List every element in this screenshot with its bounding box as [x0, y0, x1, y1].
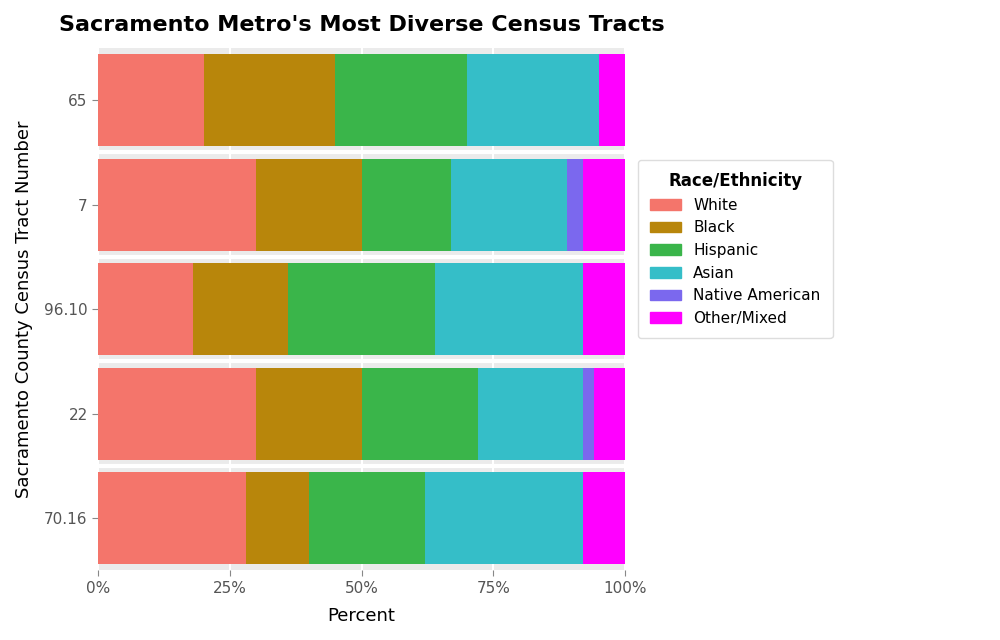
Bar	[583, 472, 625, 564]
Bar	[583, 263, 625, 355]
Bar	[594, 367, 625, 460]
Bar	[451, 159, 567, 250]
Bar	[478, 367, 583, 460]
Bar	[98, 472, 246, 564]
Bar	[467, 54, 599, 146]
Title: Sacramento Metro's Most Diverse Census Tracts: Sacramento Metro's Most Diverse Census T…	[59, 15, 664, 35]
Bar	[288, 263, 435, 355]
Bar	[567, 159, 583, 250]
Bar	[98, 159, 256, 250]
Y-axis label: Sacramento County Census Tract Number: Sacramento County Census Tract Number	[15, 120, 33, 498]
Bar	[362, 367, 478, 460]
Bar	[335, 54, 467, 146]
Bar	[98, 263, 193, 355]
Bar	[362, 159, 451, 250]
Bar	[256, 367, 362, 460]
Bar	[256, 159, 362, 250]
Bar	[98, 367, 256, 460]
Bar	[599, 54, 625, 146]
Bar	[425, 472, 583, 564]
Bar	[204, 54, 335, 146]
Bar	[193, 263, 288, 355]
Bar	[98, 54, 204, 146]
Bar	[583, 159, 625, 250]
Bar	[583, 367, 594, 460]
Legend: White, Black, Hispanic, Asian, Native American, Other/Mixed: White, Black, Hispanic, Asian, Native Am…	[638, 160, 833, 338]
Bar	[435, 263, 583, 355]
X-axis label: Percent: Percent	[328, 607, 396, 625]
Bar	[246, 472, 309, 564]
Bar	[309, 472, 425, 564]
